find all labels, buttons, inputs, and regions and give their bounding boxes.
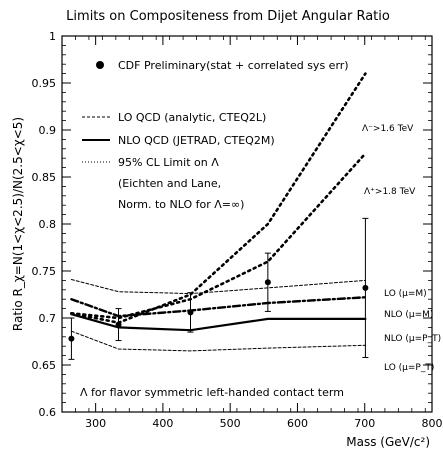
label-lambda-minus: Λ⁻>1.6 TeV — [362, 124, 414, 134]
y-tick-label: 0.75 — [32, 265, 57, 278]
data-point — [264, 279, 271, 286]
legend: CDF Preliminary(stat + correlated sys er… — [82, 59, 349, 211]
x-tick-label: 500 — [220, 417, 241, 430]
legend-lo-label: LO QCD (analytic, CTEQ2L) — [118, 111, 266, 124]
x-axis: 300 400 500 600 700 800 — [61, 36, 443, 430]
label-lambda-plus: Λ⁺>1.8 TeV — [364, 187, 416, 197]
y-tick-label: 0.9 — [39, 124, 57, 137]
legend-nlo-label: NLO QCD (JETRAD, CTEQ2M) — [118, 134, 275, 147]
y-tick-label: 0.8 — [39, 218, 57, 231]
y-tick-label: 0.85 — [32, 171, 57, 184]
y-axis: 0.6 0.65 0.7 0.75 0.8 0.85 0.9 0.95 1 — [32, 30, 432, 419]
y-tick-label: 0.95 — [32, 77, 57, 90]
y-tick-label: 1 — [49, 30, 56, 43]
data-point — [362, 284, 369, 291]
x-tick-label: 300 — [85, 417, 106, 430]
x-tick-label: 600 — [287, 417, 308, 430]
y-tick-label: 0.6 — [39, 406, 57, 419]
data-point — [187, 309, 194, 316]
y-tick-label: 0.65 — [32, 359, 57, 372]
data-point — [115, 321, 122, 328]
legend-data-label: CDF Preliminary(stat + correlated sys er… — [118, 59, 349, 72]
plot-frame — [61, 35, 433, 413]
data-point — [68, 335, 75, 342]
legend-limit-label-3: Norm. to NLO for Λ=∞) — [118, 198, 244, 211]
y-axis-label: Ratio R_χ=N(1<χ<2.5)/N(2.5<χ<5) — [11, 117, 25, 331]
legend-data-marker — [96, 61, 104, 69]
data-points — [68, 217, 369, 360]
legend-limit-label-2: (Eichten and Lane, — [118, 177, 221, 190]
footnote: Λ for flavor symmetric left-handed conta… — [80, 386, 344, 399]
y-tick-label: 0.7 — [39, 312, 57, 325]
x-tick-label: 400 — [152, 417, 173, 430]
label-nlo-pt: NLO (μ=P_T) — [384, 334, 441, 344]
x-tick-label: 700 — [354, 417, 375, 430]
series-line — [70, 296, 367, 318]
label-lo-pt: LO (μ=P_T) — [384, 363, 434, 373]
x-tick-label: 800 — [422, 417, 443, 430]
label-nlo-m: NLO (μ=M) — [384, 310, 433, 320]
chart-title: Limits on Compositeness from Dijet Angul… — [66, 9, 390, 24]
x-axis-label: Mass (GeV/c²) — [346, 435, 430, 449]
label-lo-m: LO (μ=M) — [384, 289, 427, 299]
legend-limit-label-1: 95% CL Limit on Λ — [118, 156, 219, 169]
series-line — [70, 330, 366, 352]
